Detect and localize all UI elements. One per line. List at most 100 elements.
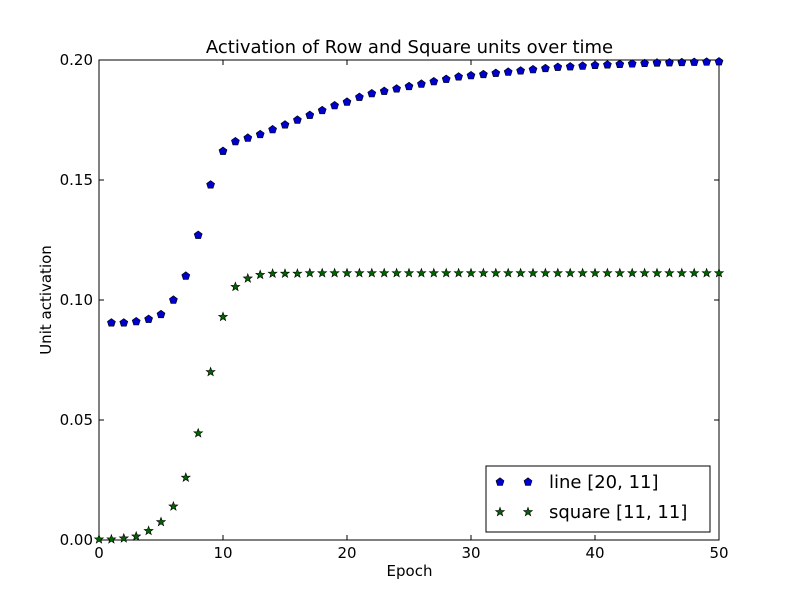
data-point [713, 267, 725, 278]
y-tick-label: 0.05 [60, 411, 93, 429]
data-point [640, 58, 649, 68]
data-point [267, 268, 278, 279]
data-point [317, 105, 327, 115]
data-point [651, 267, 663, 278]
y-tick-label: 0.10 [60, 291, 93, 309]
data-point [341, 267, 353, 278]
legend-marker-0-b [523, 477, 533, 486]
data-point [479, 69, 488, 79]
data-point [702, 57, 711, 66]
data-point [206, 180, 215, 189]
data-point [527, 267, 539, 278]
data-point [541, 63, 550, 73]
data-point [677, 57, 687, 67]
data-point [255, 129, 265, 139]
data-point [639, 267, 650, 278]
data-point [255, 269, 266, 280]
chart-title: Activation of Row and Square units over … [206, 37, 613, 58]
legend-label-square: square [11, 11] [549, 502, 687, 523]
legend-marker-1-a [494, 506, 506, 517]
data-point [391, 267, 402, 278]
data-point [181, 271, 191, 280]
data-point [342, 97, 352, 106]
series-1 [93, 267, 725, 544]
data-point [417, 79, 426, 88]
data-point [540, 267, 551, 278]
data-point [454, 72, 463, 81]
y-tick-label: 0.00 [60, 531, 93, 549]
data-point [689, 267, 700, 278]
axis-tick-labels: 0 10 20 30 40 50 0.00 0.05 0.10 0.15 0.20 [60, 51, 729, 562]
data-point [180, 472, 191, 483]
data-point [230, 281, 241, 292]
data-point [268, 125, 277, 134]
data-point [590, 60, 600, 69]
data-point [565, 62, 575, 71]
data-point [107, 318, 116, 327]
data-point [354, 267, 365, 278]
data-point [515, 267, 526, 278]
data-point [144, 314, 153, 323]
data-point [578, 61, 587, 70]
y-tick-label: 0.15 [60, 171, 93, 189]
data-point [131, 530, 142, 541]
x-tick-label: 0 [94, 544, 104, 562]
data-point [428, 267, 439, 278]
data-point [305, 110, 315, 119]
data-point [503, 267, 514, 278]
data-point [627, 59, 637, 68]
data-point [689, 57, 699, 66]
legend: line [20, 11] square [11, 11] [485, 465, 711, 533]
x-tick-label: 30 [461, 544, 480, 562]
x-tick-label: 50 [709, 544, 728, 562]
legend-marker-1-b [522, 506, 534, 517]
data-point [441, 267, 452, 278]
data-point [155, 516, 167, 527]
data-point [516, 66, 525, 75]
data-point [614, 267, 625, 278]
data-point [293, 115, 302, 124]
data-point [615, 59, 625, 69]
data-point [330, 101, 339, 110]
x-axis-label: Epoch [387, 562, 433, 580]
data-point [603, 60, 612, 69]
data-point [416, 267, 427, 278]
data-point [528, 65, 538, 74]
data-point [602, 267, 613, 278]
data-point [553, 62, 563, 71]
legend-marker-0-a [495, 477, 505, 486]
data-point [119, 318, 129, 327]
plot-area [98, 59, 720, 541]
data-point [367, 89, 377, 98]
data-point [429, 77, 439, 86]
data-point [552, 267, 563, 278]
data-point [478, 267, 489, 278]
legend-markers [494, 477, 534, 517]
data-point [242, 272, 253, 283]
data-point [355, 92, 364, 101]
series-0 [107, 57, 724, 327]
data-point [143, 525, 154, 536]
data-point [565, 267, 576, 278]
data-point [193, 230, 203, 239]
data-point [490, 267, 501, 278]
y-tick-label: 0.20 [60, 51, 93, 69]
data-point [169, 295, 178, 304]
data-point [366, 267, 377, 278]
x-tick-label: 40 [585, 544, 604, 562]
data-point [304, 267, 315, 278]
data-point [329, 267, 340, 278]
data-point [131, 317, 141, 326]
data-point [205, 366, 216, 377]
legend-frame [485, 465, 711, 533]
data-point [503, 67, 513, 76]
data-point [589, 267, 601, 278]
data-point [218, 146, 228, 155]
data-point [292, 268, 303, 279]
data-marks [93, 57, 725, 544]
data-point [106, 533, 117, 544]
data-point [701, 267, 712, 278]
data-point [93, 533, 105, 544]
data-point [714, 57, 724, 66]
